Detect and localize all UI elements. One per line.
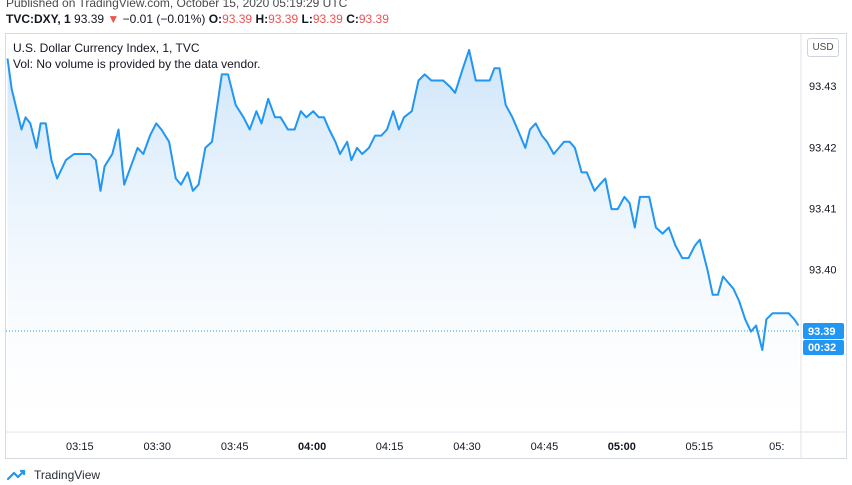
down-arrow-icon: ▼	[107, 12, 120, 26]
published-caption: Published on TradingView.com, October 15…	[6, 0, 348, 10]
tradingview-logo-text: TradingView	[34, 468, 101, 482]
x-tick-label: 04:45	[531, 441, 559, 453]
x-tick-label: 03:15	[66, 441, 94, 453]
x-tick-label: 05:15	[686, 441, 714, 453]
tradingview-logo[interactable]: TradingView	[6, 468, 100, 482]
price-line	[6, 48, 800, 351]
x-tick-label: 05:	[769, 441, 784, 453]
y-tick-label: 93.41	[809, 204, 837, 216]
y-tick-label: 93.43	[809, 81, 837, 93]
high-value: 93.39	[268, 12, 299, 26]
tradingview-logo-icon	[6, 469, 26, 481]
x-tick-label: 03:45	[221, 441, 249, 453]
price-area-fill	[7, 49, 799, 433]
last-price-badge	[803, 322, 844, 339]
countdown-badge-text: 00:32	[808, 342, 836, 354]
x-tick-label: 04:00	[298, 441, 326, 453]
close-value: 93.39	[358, 12, 389, 26]
currency-button[interactable]: USD	[807, 38, 839, 57]
x-tick-label: 03:30	[143, 441, 171, 453]
last-price-badge-text: 93.39	[808, 326, 836, 338]
last-price: 93.39	[74, 12, 105, 26]
y-tick-label: 93.40	[809, 265, 837, 277]
legend-volume-note: Vol: No volume is provided by the data v…	[13, 57, 261, 71]
low-label: L:	[301, 12, 313, 26]
y-tick-label: 93.42	[809, 142, 837, 154]
x-tick-label: 04:15	[376, 441, 404, 453]
x-tick-label: 05:00	[608, 441, 636, 453]
price-change: −0.01 (−0.01%)	[122, 12, 206, 26]
legend-title: U.S. Dollar Currency Index, 1, TVC	[13, 41, 200, 55]
high-label: H:	[255, 12, 269, 26]
countdown-badge	[803, 339, 844, 355]
close-label: C:	[346, 12, 359, 26]
symbol-info-bar: TVC:DXY, 1 93.39 ▼ −0.01 (−0.01%) O:93.3…	[6, 12, 389, 26]
open-value: 93.39	[222, 12, 253, 26]
x-tick-label: 04:30	[453, 441, 481, 453]
open-label: O:	[208, 12, 223, 26]
symbol-name: TVC:DXY, 1	[6, 12, 71, 26]
low-value: 93.39	[312, 12, 343, 26]
chart-frame	[5, 33, 847, 459]
